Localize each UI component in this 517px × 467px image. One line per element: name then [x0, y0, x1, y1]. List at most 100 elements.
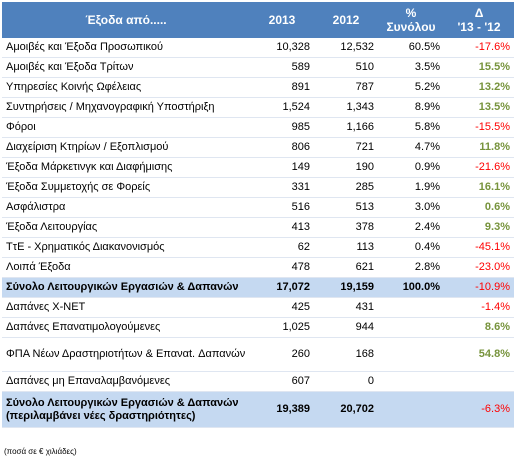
row-delta: -17.6%: [444, 38, 514, 58]
table-row: Διαχείριση Κτηρίων / Εξοπλισμού 806 721 …: [2, 137, 514, 158]
table-header-row: Έξοδα από..... 2013 2012 % Συνόλου Δ '13 -…: [2, 2, 514, 38]
row-pct: 0.4%: [378, 237, 444, 258]
row-2013: 413: [250, 217, 314, 238]
row-label: Λοιπά Έξοδα: [2, 257, 250, 278]
row-2013: 10,328: [250, 38, 314, 58]
row-pct: 60.5%: [378, 38, 444, 58]
header-pct-line2: Συνόλου: [386, 20, 436, 34]
row-2013: 1,025: [250, 317, 314, 338]
row-pct: 2.8%: [378, 257, 444, 278]
row-2012: 621: [314, 257, 378, 278]
row-2012: 190: [314, 157, 378, 178]
row-label: Δαπάνες Επανατιμολογούμενες: [2, 317, 250, 338]
row-2013: 62: [250, 237, 314, 258]
row-label: Διαχείριση Κτηρίων / Εξοπλισμού: [2, 137, 250, 158]
table-row: Φόροι 985 1,166 5.8% -15.5%: [2, 117, 514, 138]
row-2013: 985: [250, 117, 314, 138]
header-2012: 2012: [314, 2, 378, 38]
header-label: Έξοδα από.....: [2, 2, 250, 38]
table-row: Αμοιβές και Έξοδα Προσωπικού 10,328 12,5…: [2, 38, 514, 58]
total-row: Σύνολο Λειτουργικών Εργασιών & Δαπανών (…: [2, 391, 514, 428]
row-pct: 4.7%: [378, 137, 444, 158]
row-2012: 1,166: [314, 117, 378, 138]
row-pct: [378, 337, 444, 372]
expenses-table-container: Έξοδα από..... 2013 2012 % Συνόλου Δ '13 -…: [2, 2, 514, 428]
row-delta: 8.6%: [444, 317, 514, 338]
total-2012: 20,702: [314, 391, 378, 428]
row-delta: 13.5%: [444, 97, 514, 118]
row-pct: 0.9%: [378, 157, 444, 178]
row-delta: 15.5%: [444, 57, 514, 78]
table-row: Δαπάνες X-NET 425 431 -1.4%: [2, 297, 514, 318]
total-delta: -6.3%: [444, 391, 514, 428]
row-2013: 331: [250, 177, 314, 198]
row-delta: 9.3%: [444, 217, 514, 238]
row-label: Δαπάνες μη Επαναλαμβανόμενες: [2, 371, 250, 392]
row-2012: 285: [314, 177, 378, 198]
row-pct: 8.9%: [378, 97, 444, 118]
amounts-note: (ποσά σε € χιλιάδες): [4, 447, 77, 456]
row-2012: 513: [314, 197, 378, 218]
row-2012: 510: [314, 57, 378, 78]
row-label: Αμοιβές και Έξοδα Προσωπικού: [2, 38, 250, 58]
header-pct: % Συνόλου: [378, 2, 444, 38]
row-label: Φόροι: [2, 117, 250, 138]
row-2012: 944: [314, 317, 378, 338]
table-row: Έξοδα Λειτουργίας 413 378 2.4% 9.3%: [2, 217, 514, 238]
table-row: ΤτΕ - Χρηματικός Διακανονισμός 62 113 0.…: [2, 237, 514, 258]
row-pct: [378, 297, 444, 318]
header-2013: 2013: [250, 2, 314, 38]
header-delta-line2: '13 - '12: [457, 20, 501, 34]
row-2012: 721: [314, 137, 378, 158]
table-row: Αμοιβές και Έξοδα Τρίτων 589 510 3.5% 15…: [2, 57, 514, 78]
row-label: ΦΠΑ Νέων Δραστηριοτήτων & Επαναt. Δαπανώ…: [2, 337, 250, 372]
row-pct: [378, 317, 444, 338]
row-2013: 1,524: [250, 97, 314, 118]
row-label: Υπηρεσίες Κοινής Ωφέλειας: [2, 77, 250, 98]
row-pct: 5.8%: [378, 117, 444, 138]
row-label: Ασφάλιστρα: [2, 197, 250, 218]
subtotal-label: Σύνολο Λειτουργικών Εργασιών & Δαπανών: [2, 277, 250, 298]
row-2013: 891: [250, 77, 314, 98]
row-delta: -23.0%: [444, 257, 514, 278]
subtotal-row: Σύνολο Λειτουργικών Εργασιών & Δαπανών 1…: [2, 277, 514, 298]
row-2012: 378: [314, 217, 378, 238]
row-label: Αμοιβές και Έξοδα Τρίτων: [2, 57, 250, 78]
row-2012: 12,532: [314, 38, 378, 58]
table-row: Συντηρήσεις / Μηχανογραφική Υποστήριξη 1…: [2, 97, 514, 118]
subtotal-2013: 17,072: [250, 277, 314, 298]
row-2013: 478: [250, 257, 314, 278]
header-delta-line1: Δ: [474, 6, 484, 20]
row-2012: 1,343: [314, 97, 378, 118]
table-row: Έξοδα Μάρκετινγκ και Διαφήμισης 149 190 …: [2, 157, 514, 178]
row-label: Έξοδα Συμμετοχής σε Φορείς: [2, 177, 250, 198]
row-label: Συντηρήσεις / Μηχανογραφική Υποστήριξη: [2, 97, 250, 118]
row-delta: -21.6%: [444, 157, 514, 178]
row-2012: 113: [314, 237, 378, 258]
row-delta: -45.1%: [444, 237, 514, 258]
row-pct: 3.0%: [378, 197, 444, 218]
row-delta: 0.6%: [444, 197, 514, 218]
row-2012: 168: [314, 337, 378, 372]
row-label: Έξοδα Λειτουργίας: [2, 217, 250, 238]
row-2013: 260: [250, 337, 314, 372]
row-pct: 3.5%: [378, 57, 444, 78]
row-2013: 149: [250, 157, 314, 178]
table-row: Δαπάνες μη Επαναλαμβανόμενες 607 0: [2, 371, 514, 392]
row-delta: 16.1%: [444, 177, 514, 198]
table-row: Ασφάλιστρα 516 513 3.0% 0.6%: [2, 197, 514, 218]
expenses-table: Έξοδα από..... 2013 2012 % Συνόλου Δ '13 -…: [2, 2, 514, 428]
row-pct: 1.9%: [378, 177, 444, 198]
row-delta: 11.8%: [444, 137, 514, 158]
row-2012: 787: [314, 77, 378, 98]
row-2012: 0: [314, 371, 378, 392]
table-row: Λοιπά Έξοδα 478 621 2.8% -23.0%: [2, 257, 514, 278]
row-pct: 2.4%: [378, 217, 444, 238]
total-pct: [378, 391, 444, 428]
table-row: Υπηρεσίες Κοινής Ωφέλειας 891 787 5.2% 1…: [2, 77, 514, 98]
total-2013: 19,389: [250, 391, 314, 428]
header-delta: Δ '13 - '12: [444, 2, 514, 38]
row-2013: 806: [250, 137, 314, 158]
table-row: Έξοδα Συμμετοχής σε Φορείς 331 285 1.9% …: [2, 177, 514, 198]
row-label: ΤτΕ - Χρηματικός Διακανονισμός: [2, 237, 250, 258]
